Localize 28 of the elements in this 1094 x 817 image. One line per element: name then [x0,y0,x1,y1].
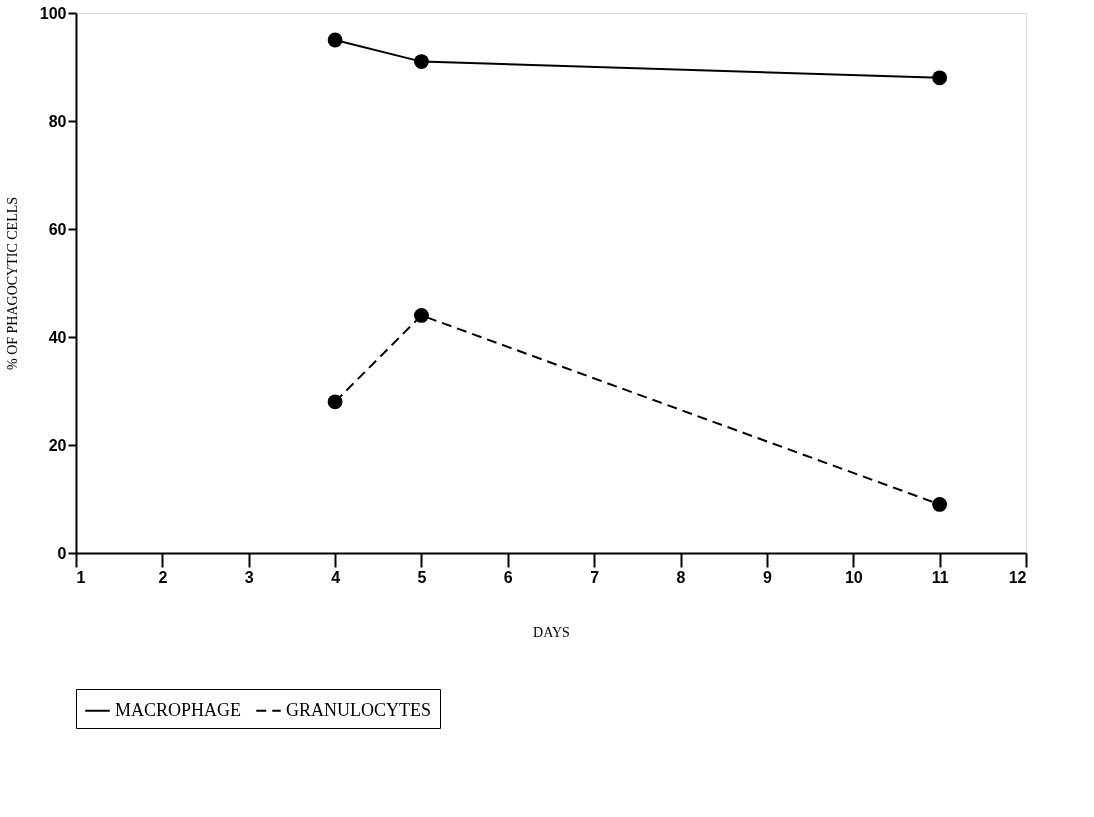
y-tick-label: 60 [48,220,67,238]
x-tick-label: 5 [417,568,427,586]
x-axis-title: DAYS [533,624,570,640]
point [932,497,948,512]
x-tick-label: 12 [1008,568,1027,586]
point [932,70,948,86]
legend-label: MACROPHAGE [115,699,242,720]
legend-label: GRANULOCYTES [286,699,432,720]
y-tick-label: 40 [48,328,67,346]
y-tick-label: 80 [48,112,67,130]
x-tick-label: 8 [676,568,686,586]
x-tick-label: 4 [331,568,341,586]
x-tick-label: 1 [76,568,86,586]
x-tick-label: 2 [158,568,168,586]
y-tick-label: 100 [39,4,67,22]
point [414,308,429,323]
point [414,54,429,69]
x-tick-label: 7 [590,568,600,586]
x-tick-label: 3 [244,568,254,586]
y-tick-label: 0 [57,544,67,562]
x-tick-label: 11 [931,568,949,586]
x-tick-label: 9 [762,568,772,586]
x-tick-label: 6 [503,568,513,586]
x-tick-label: 10 [844,568,863,586]
y-axis-title: % OF PHAGOCYTIC CELLS [4,196,20,371]
point [327,32,343,48]
point [327,394,343,410]
y-tick-label: 20 [48,436,67,454]
